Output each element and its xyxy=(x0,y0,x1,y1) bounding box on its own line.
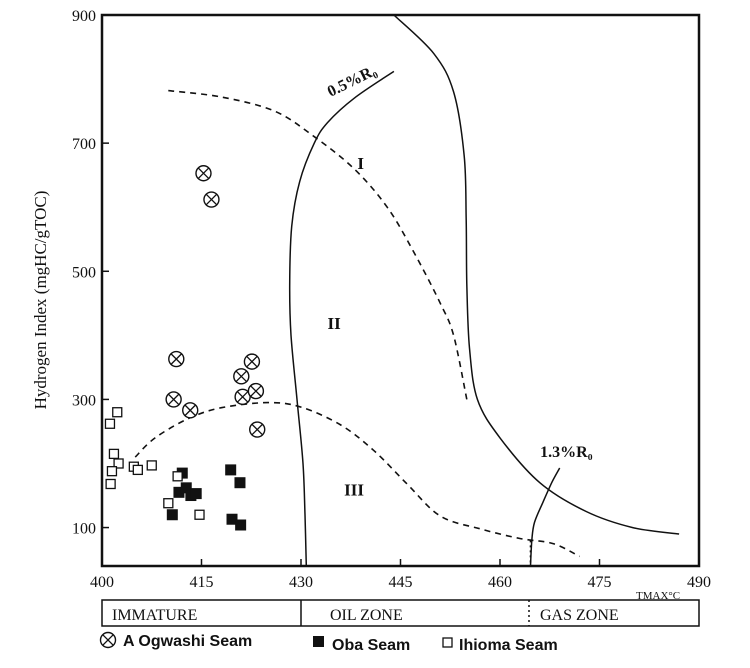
boundary-curve-3 xyxy=(168,89,468,400)
point-oba xyxy=(190,488,202,500)
point-ihioma xyxy=(104,418,116,429)
x-tick-label: 490 xyxy=(687,574,711,591)
zone-gas: GAS ZONE xyxy=(540,607,619,624)
point-ihioma xyxy=(132,464,143,476)
y-axis-label: Hydrogen Index (mgHC/gTOC) xyxy=(31,191,50,410)
x-tick-label: 475 xyxy=(588,574,612,591)
annotation-3: III xyxy=(344,481,364,500)
point-ihioma xyxy=(172,471,183,482)
point-oba xyxy=(166,509,178,521)
point-ihioma xyxy=(146,460,157,471)
point-ihioma xyxy=(113,458,124,469)
y-tick-label: 900 xyxy=(72,8,96,25)
boundary-curve-2 xyxy=(529,467,561,567)
point-ogwashi xyxy=(203,191,220,208)
point-ogwashi xyxy=(182,402,199,419)
point-ihioma xyxy=(163,498,174,509)
legend-marker-ogwashi xyxy=(99,631,117,649)
point-ogwashi xyxy=(243,353,261,370)
point-ogwashi xyxy=(247,382,265,400)
zone-oil: OIL ZONE xyxy=(330,607,403,624)
point-ihioma xyxy=(105,478,116,490)
annotation-2: II xyxy=(328,314,342,333)
legend-marker-ihioma xyxy=(442,637,453,648)
x-axis-ticks: 400 415 430 445 460 475 490 xyxy=(90,559,711,591)
x-axis-label: TMAX°C xyxy=(636,590,680,602)
point-ogwashi xyxy=(234,388,251,406)
point-ihioma xyxy=(112,407,123,418)
legend-label-ihioma: Ihioma Seam xyxy=(459,637,558,654)
legend-label-oba: Oba Seam xyxy=(332,637,410,654)
point-ihioma xyxy=(194,509,205,520)
data-points xyxy=(104,165,266,531)
point-ogwashi xyxy=(165,391,182,408)
y-axis-ticks: 900 700 500 300 100 xyxy=(72,8,109,538)
point-oba xyxy=(234,477,246,489)
x-tick-label: 445 xyxy=(389,574,413,591)
point-oba xyxy=(173,486,185,498)
boundary-curve-0 xyxy=(288,70,395,567)
boundary-curve-1 xyxy=(393,14,680,535)
x-tick-label: 415 xyxy=(190,574,214,591)
y-tick-label: 700 xyxy=(72,136,96,153)
point-oba xyxy=(225,464,237,476)
x-tick-label: 460 xyxy=(488,574,512,591)
point-ihioma xyxy=(108,448,120,460)
y-tick-label: 300 xyxy=(72,392,96,409)
point-oba xyxy=(235,519,247,531)
point-ogwashi xyxy=(233,368,250,385)
point-ogwashi xyxy=(168,350,185,368)
point-ihioma xyxy=(106,466,118,477)
point-ogwashi xyxy=(195,165,212,182)
point-ogwashi xyxy=(249,421,266,438)
annotation-4: 1.3%R₀ xyxy=(540,444,593,461)
boundary-curve-4 xyxy=(134,401,580,558)
point-oba xyxy=(226,513,238,525)
legend: A Ogwashi Seam Oba Seam Ihioma Seam xyxy=(99,631,558,654)
legend-marker-oba xyxy=(313,636,324,647)
x-tick-label: 400 xyxy=(90,574,114,591)
boundary-curves xyxy=(134,14,680,567)
legend-label-ogwashi: A Ogwashi Seam xyxy=(123,633,252,650)
zone-bar xyxy=(101,599,700,627)
y-tick-label: 500 xyxy=(72,264,96,281)
zone-immature: IMMATURE xyxy=(112,607,197,624)
annotation-0: 0.5%R₀ xyxy=(325,62,380,100)
x-tick-label: 430 xyxy=(289,574,313,591)
point-oba xyxy=(180,482,192,494)
y-tick-label: 100 xyxy=(72,521,96,538)
annotation-1: I xyxy=(357,154,364,173)
